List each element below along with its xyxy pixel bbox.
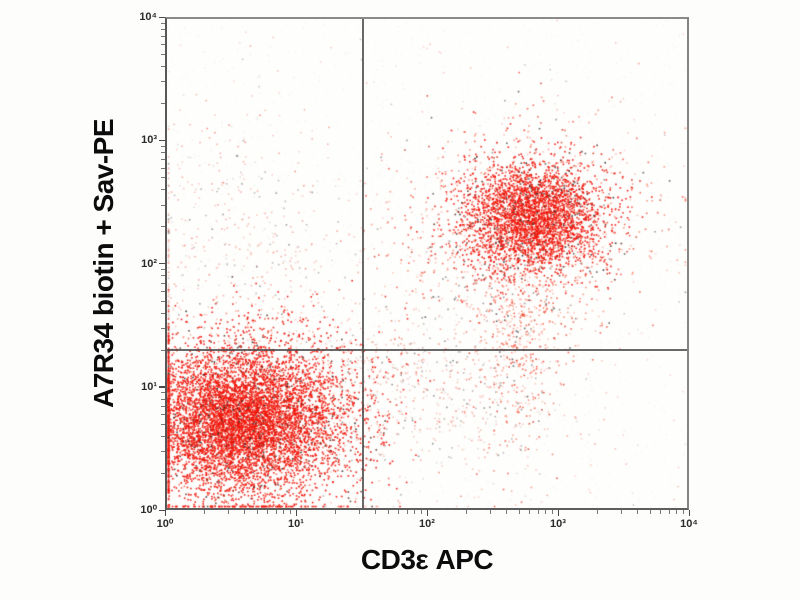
- y-axis-minor-tick: [161, 159, 165, 161]
- x-axis-minor-tick: [489, 510, 491, 514]
- x-axis-major-tick: [164, 510, 166, 516]
- y-axis-minor-tick: [161, 300, 165, 302]
- y-axis-minor-tick: [161, 312, 165, 314]
- x-axis-minor-tick: [266, 510, 268, 514]
- x-axis-minor-tick: [227, 510, 229, 514]
- x-axis-minor-tick: [683, 510, 684, 514]
- scatter-dots-canvas: [167, 19, 687, 508]
- x-axis-minor-tick: [537, 510, 539, 514]
- y-axis-minor-tick: [161, 44, 165, 46]
- y-axis-minor-tick: [161, 275, 165, 277]
- x-axis-minor-tick: [620, 510, 622, 514]
- x-axis-minor-tick: [545, 510, 547, 514]
- y-axis-minor-tick: [161, 226, 165, 228]
- y-axis-major-tick: [159, 139, 165, 142]
- y-axis-minor-tick: [161, 269, 165, 271]
- y-axis-tick-label: 10⁰: [140, 504, 157, 516]
- y-axis-minor-tick: [161, 414, 165, 416]
- x-axis-minor-tick: [358, 510, 360, 514]
- y-axis-minor-tick: [161, 145, 165, 147]
- x-axis-minor-tick: [528, 510, 530, 514]
- y-axis-tick-label: 10⁴: [139, 11, 157, 23]
- y-axis-minor-tick: [161, 423, 165, 425]
- x-axis-label: CD3ε APC: [360, 544, 494, 575]
- x-axis-tick-label: 10¹: [288, 518, 304, 530]
- y-axis-minor-tick: [161, 204, 165, 206]
- y-axis-minor-tick: [161, 36, 165, 38]
- x-axis-minor-tick: [397, 510, 399, 514]
- x-axis-tick-label: 10⁴: [680, 518, 698, 530]
- x-axis-minor-tick: [387, 510, 389, 514]
- y-axis-minor-tick: [161, 103, 165, 105]
- x-axis-minor-tick: [406, 510, 408, 514]
- x-axis-minor-tick: [659, 510, 661, 514]
- x-axis-tick-label: 10³: [550, 518, 566, 530]
- x-axis-major-tick: [426, 510, 428, 516]
- y-axis-tick-label: 10¹: [141, 380, 157, 393]
- y-axis-minor-tick: [161, 177, 165, 179]
- quadrant-gate-vertical-line: [362, 19, 364, 508]
- x-axis-minor-tick: [414, 510, 416, 514]
- plot-area: [165, 17, 689, 510]
- x-axis-major-tick: [688, 510, 690, 516]
- x-axis-major-tick: [557, 510, 559, 516]
- y-axis-minor-tick: [161, 392, 165, 394]
- x-axis-minor-tick: [256, 510, 258, 514]
- x-axis-minor-tick: [649, 510, 651, 514]
- y-axis-minor-tick: [161, 398, 165, 400]
- y-axis-minor-tick: [161, 22, 165, 24]
- y-axis-minor-tick: [161, 349, 165, 351]
- y-axis-minor-tick: [161, 282, 165, 284]
- y-axis-tick-label: 10²: [141, 257, 157, 270]
- x-axis-minor-tick: [290, 510, 291, 514]
- x-axis-tick-label: 10⁰: [156, 518, 174, 530]
- x-axis-minor-tick: [374, 510, 376, 514]
- y-axis-minor-tick: [161, 152, 165, 154]
- x-axis-major-tick: [295, 510, 297, 516]
- y-axis-minor-tick: [161, 472, 165, 474]
- y-axis-minor-tick: [161, 189, 165, 191]
- x-axis-minor-tick: [597, 510, 599, 514]
- quadrant-gate-horizontal-line: [167, 349, 687, 351]
- x-axis-minor-tick: [243, 510, 245, 514]
- y-axis-minor-tick: [161, 435, 165, 437]
- y-axis-label: A7R34 biotin + Sav-PE: [88, 118, 119, 409]
- x-axis-tick-label: 10²: [419, 518, 435, 530]
- x-axis-minor-tick: [204, 510, 206, 514]
- x-axis-minor-tick: [552, 510, 553, 514]
- y-axis-minor-tick: [161, 66, 165, 68]
- y-axis-major-tick: [159, 16, 165, 18]
- x-axis-minor-tick: [668, 510, 670, 514]
- x-axis-minor-tick: [518, 510, 520, 514]
- x-axis-minor-tick: [275, 510, 277, 514]
- x-axis-minor-tick: [466, 510, 468, 514]
- y-axis-major-tick: [159, 386, 165, 388]
- x-axis-minor-tick: [335, 510, 337, 514]
- y-axis-major-tick: [159, 263, 165, 265]
- y-axis-minor-tick: [161, 167, 165, 169]
- y-axis-tick-label: 10³: [141, 134, 157, 147]
- x-axis-minor-tick: [505, 510, 507, 514]
- y-axis-minor-tick: [161, 327, 165, 329]
- x-axis-minor-tick: [676, 510, 678, 514]
- y-axis-minor-tick: [161, 81, 165, 83]
- y-axis-minor-tick: [161, 54, 165, 56]
- y-axis-minor-tick: [161, 451, 165, 453]
- y-axis-minor-tick: [161, 290, 165, 292]
- y-axis-major-tick: [159, 509, 165, 511]
- x-axis-minor-tick: [283, 510, 285, 514]
- x-axis-minor-tick: [636, 510, 638, 514]
- x-axis-minor-tick: [421, 510, 422, 514]
- y-axis-minor-tick: [161, 28, 165, 30]
- y-axis-minor-tick: [161, 405, 165, 407]
